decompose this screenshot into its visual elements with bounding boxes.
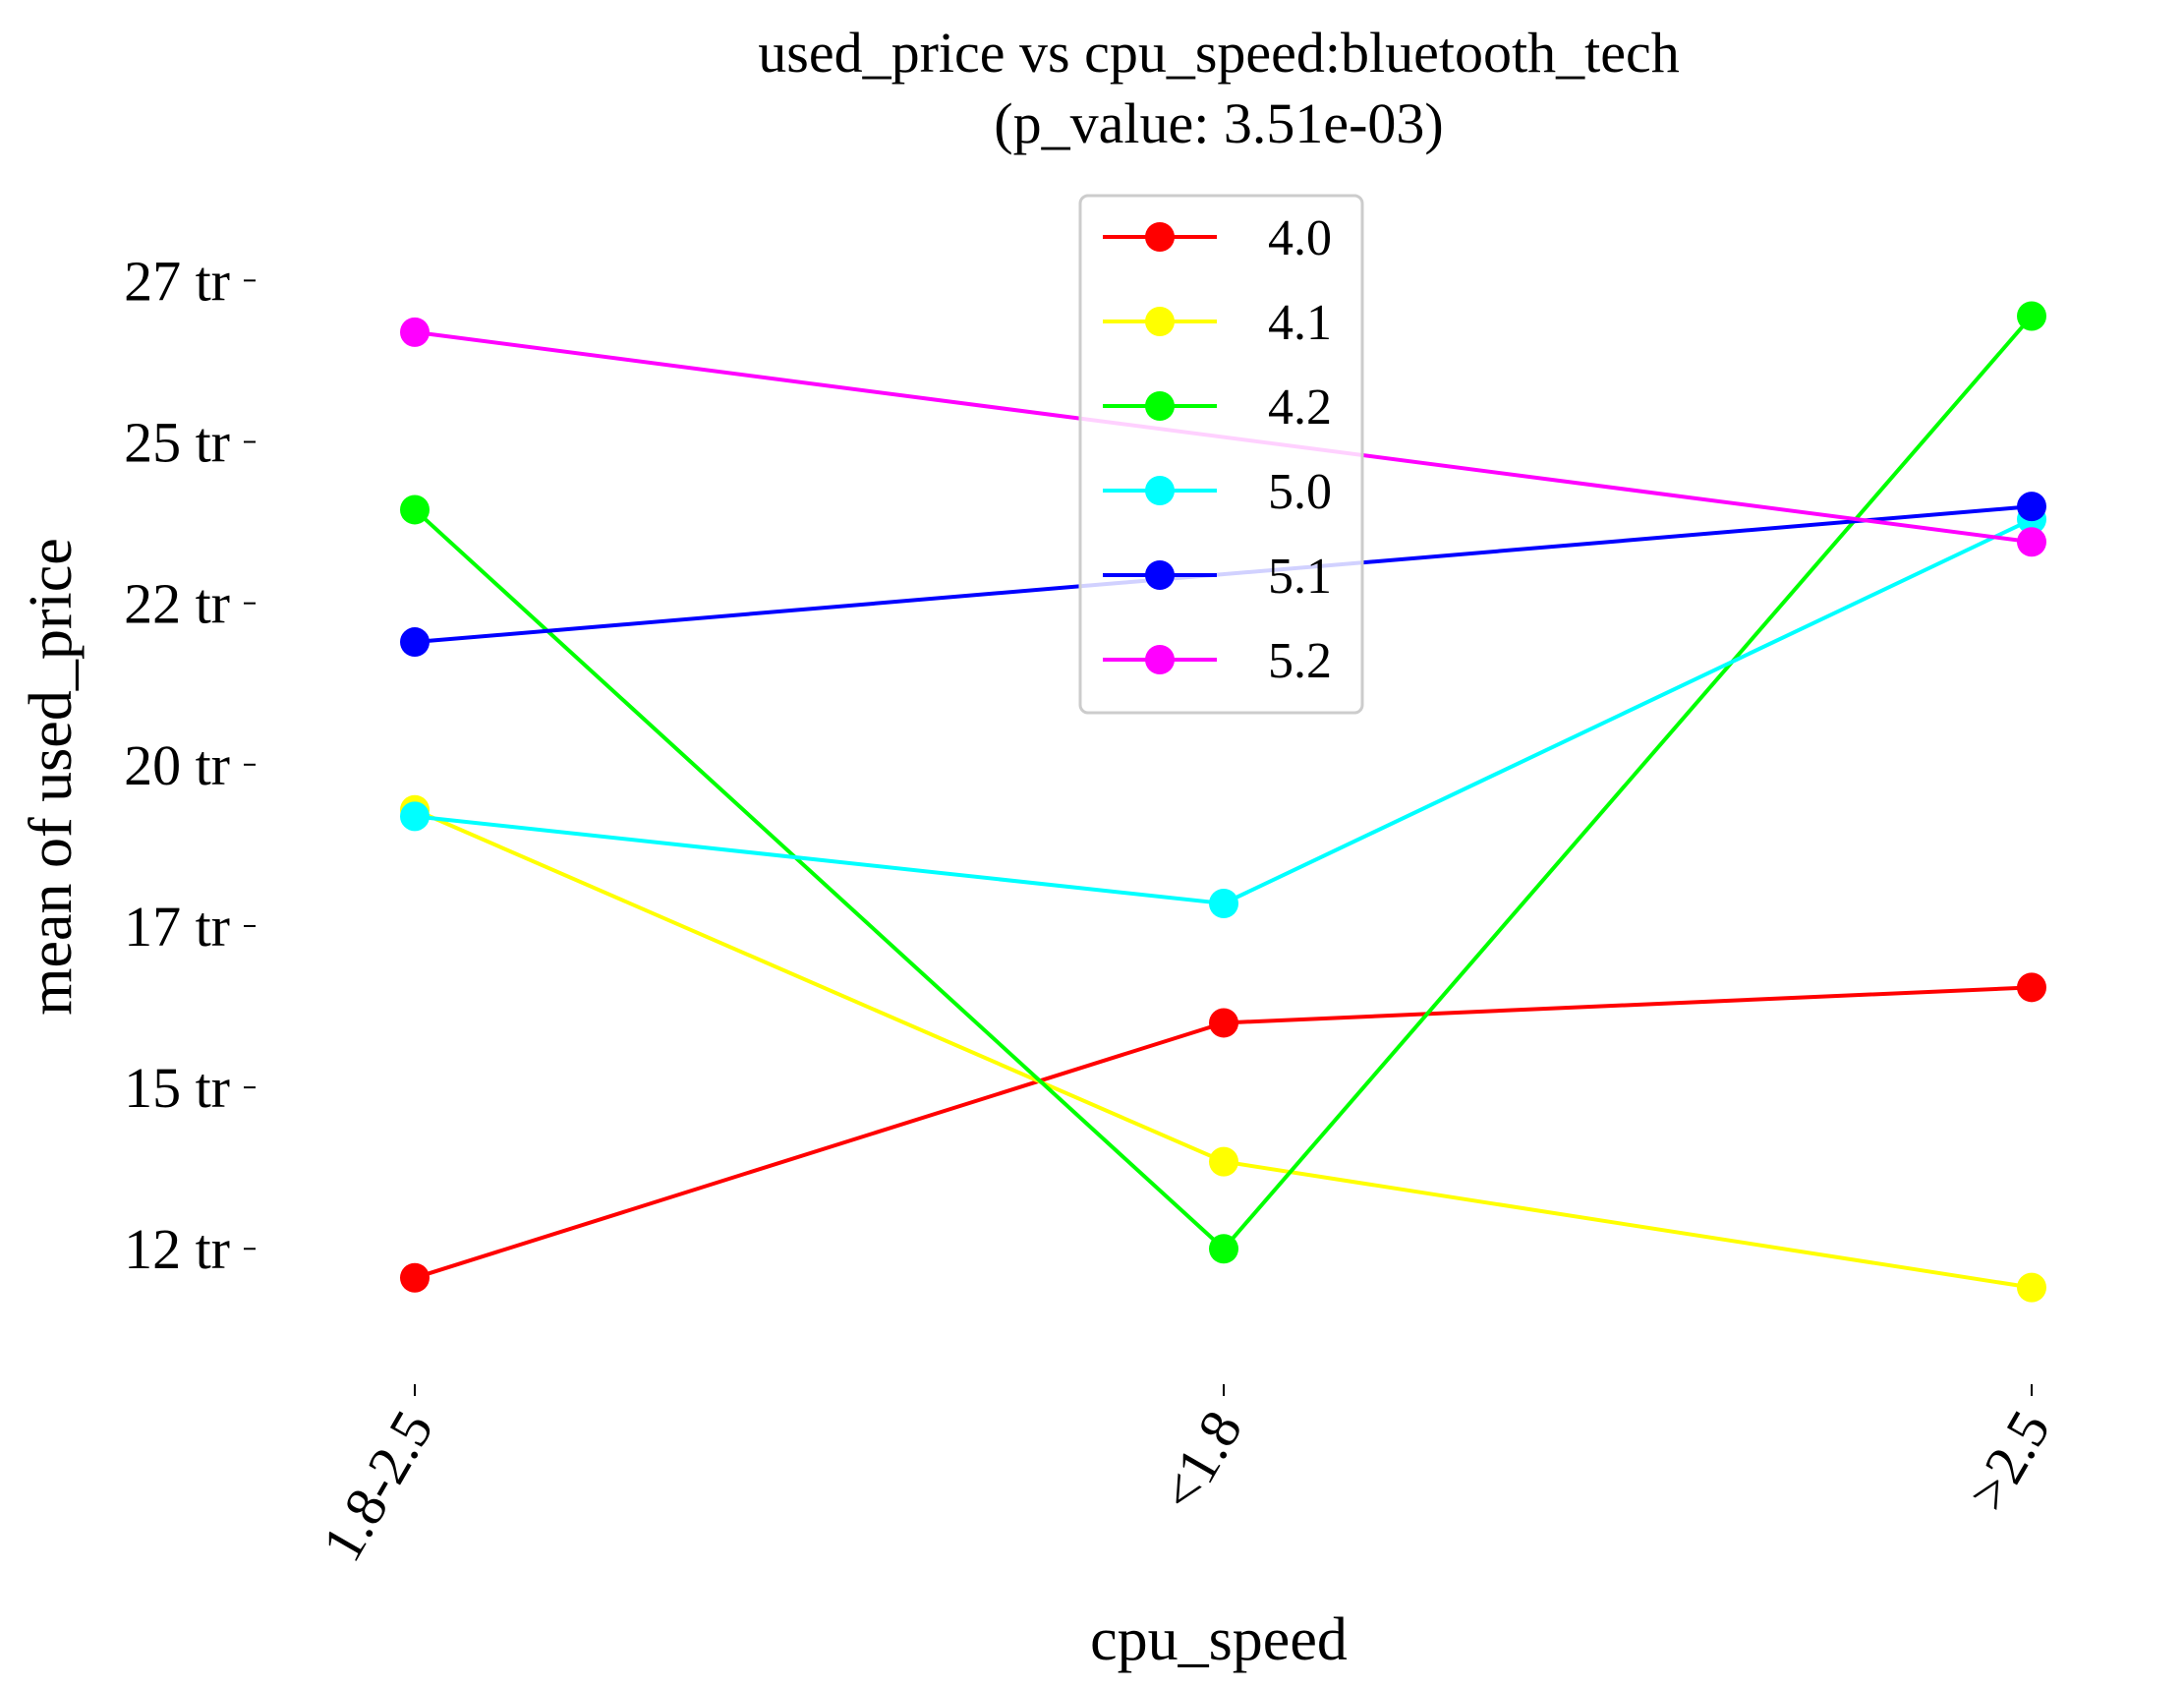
data-point	[2017, 1272, 2046, 1303]
x-tick-label: <1.8	[1147, 1400, 1254, 1522]
legend-entry: 4.0	[1103, 210, 1332, 266]
y-tick-label: 17 tr	[124, 895, 230, 959]
data-point	[1209, 888, 1238, 918]
legend-entry: 4.2	[1103, 379, 1332, 436]
y-tick-label: 27 tr	[124, 249, 230, 313]
data-point	[2017, 492, 2046, 522]
series-4.1	[400, 794, 2046, 1303]
legend-label: 4.2	[1268, 379, 1332, 436]
data-point	[1209, 1146, 1238, 1177]
x-axis-label: cpu_speed	[1090, 1606, 1348, 1673]
data-point	[1209, 1008, 1238, 1038]
legend-label: 4.1	[1268, 295, 1332, 351]
legend-label: 4.0	[1268, 210, 1332, 266]
legend: 4.0 4.1 4.2 5.0 5.1 5.2	[1078, 194, 1364, 715]
legend-entry: 5.0	[1103, 464, 1332, 520]
data-point	[400, 1262, 430, 1293]
legend-items: 4.0 4.1 4.2 5.0 5.1 5.2	[1103, 210, 1332, 689]
y-tick-label: 20 tr	[124, 733, 230, 797]
legend-label: 5.0	[1268, 464, 1332, 520]
y-tick-label: 12 tr	[124, 1217, 230, 1281]
legend-label: 5.1	[1268, 549, 1332, 605]
y-axis-ticks: 12 tr 15 tr 17 tr 20 tr 22 tr 25 tr 27 tr	[124, 249, 256, 1281]
legend-label: 5.2	[1268, 633, 1332, 689]
legend-marker	[1145, 560, 1175, 590]
chart-subtitle: (p_value: 3.51e-03)	[994, 91, 1443, 155]
legend-entry: 4.1	[1103, 295, 1332, 351]
data-point	[400, 495, 430, 525]
y-tick-label: 25 tr	[124, 411, 230, 475]
x-tick-label: >2.5	[1955, 1400, 2062, 1522]
y-axis-label: mean of used_price	[18, 538, 85, 1015]
y-tick-label: 22 tr	[124, 572, 230, 636]
data-point	[400, 801, 430, 832]
data-point	[400, 317, 430, 347]
legend-marker	[1145, 645, 1175, 674]
data-point	[1209, 1234, 1238, 1264]
legend-entry: 5.1	[1103, 549, 1332, 605]
x-tick-label: 1.8-2.5	[310, 1400, 445, 1572]
data-point	[2017, 527, 2046, 557]
legend-entry: 5.2	[1103, 633, 1332, 689]
legend-marker	[1145, 307, 1175, 336]
y-tick-label: 15 tr	[124, 1056, 230, 1120]
legend-marker	[1145, 391, 1175, 421]
legend-marker	[1145, 476, 1175, 505]
data-point	[2017, 301, 2046, 331]
data-point	[400, 627, 430, 658]
series-4.0	[400, 972, 2046, 1293]
data-point	[2017, 972, 2046, 1003]
x-axis-ticks: 1.8-2.5 <1.8 >2.5	[310, 1384, 2062, 1572]
series-4.2	[400, 301, 2046, 1264]
series-line	[414, 807, 2033, 1290]
chart-title: used_price vs cpu_speed:bluetooth_tech	[758, 21, 1679, 85]
legend-marker	[1145, 222, 1175, 252]
